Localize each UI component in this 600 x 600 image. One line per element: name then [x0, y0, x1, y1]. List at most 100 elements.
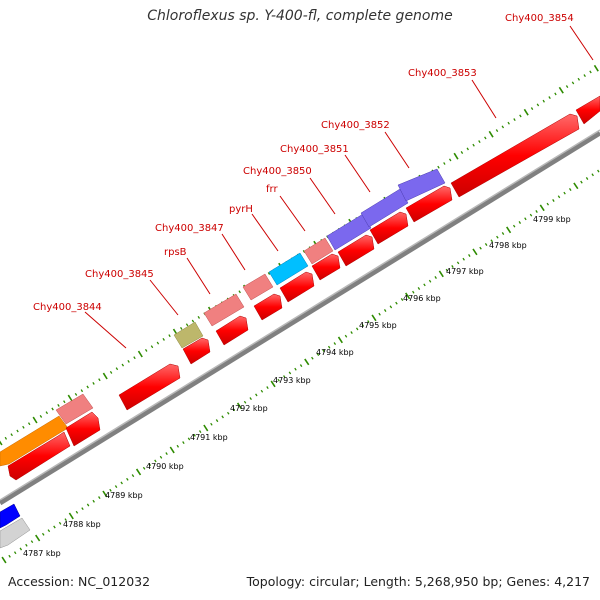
minor-tick — [232, 408, 236, 412]
minor-tick — [19, 547, 23, 551]
gene-red-3851[interactable] — [369, 211, 409, 245]
minor-tick — [583, 74, 586, 78]
gene-row-inner — [0, 95, 600, 549]
gene-label-3847[interactable]: Chy400_3847 — [155, 223, 224, 234]
gene-red-3847[interactable] — [253, 293, 283, 321]
gene-label-3845[interactable]: Chy400_3845 — [85, 269, 154, 280]
minor-tick — [395, 301, 398, 305]
minor-tick — [495, 129, 499, 133]
minor-tick — [333, 342, 337, 345]
kbp-labels: 4787 kbp 4788 kbp 4789 kbp 4790 kbp 4791… — [23, 215, 571, 558]
minor-tick — [13, 551, 17, 555]
minor-tick — [57, 403, 60, 407]
minor-tick — [165, 452, 168, 456]
gene-purple-3851[interactable] — [360, 188, 409, 228]
minor-tick — [221, 415, 224, 419]
gene-pink-frr[interactable] — [303, 237, 334, 265]
minor-tick — [156, 341, 160, 345]
minor-tick — [460, 151, 464, 154]
gene-blue[interactable] — [0, 503, 21, 529]
minor-tick — [47, 529, 51, 533]
minor-tick — [180, 326, 183, 330]
minor-tick — [277, 378, 280, 382]
gene-red-rpsb[interactable] — [215, 315, 249, 346]
gene-grey[interactable] — [0, 517, 31, 549]
kbp-label: 4794 kbp — [316, 348, 354, 357]
gene-red-3850[interactable] — [337, 234, 375, 267]
gene-red-3852[interactable] — [405, 185, 453, 223]
gene-purple-3850[interactable] — [326, 213, 372, 251]
minor-tick — [187, 437, 191, 441]
minor-tick — [267, 272, 271, 275]
gene-red-3844[interactable] — [118, 363, 181, 411]
minor-tick — [133, 356, 136, 360]
gene-red-b[interactable] — [65, 411, 101, 447]
minor-tick — [109, 488, 112, 492]
minor-tick — [577, 77, 581, 81]
gene-red-pyrh[interactable] — [279, 271, 315, 303]
kbp-label: 4789 kbp — [105, 491, 143, 500]
gene-purple-3852[interactable] — [397, 168, 446, 202]
gene-cyan-pyrh[interactable] — [268, 252, 309, 286]
gene-pink-rpsb[interactable] — [203, 293, 245, 327]
leader-pyrh — [251, 213, 279, 252]
gene-label-3851[interactable]: Chy400_3851 — [280, 144, 349, 155]
minor-tick — [451, 265, 454, 268]
major-tick — [270, 380, 276, 388]
minor-tick — [121, 363, 125, 367]
minor-tick — [243, 400, 247, 404]
major-tick — [371, 314, 377, 322]
gene-red-3853[interactable] — [450, 113, 580, 198]
gene-label-3844[interactable]: Chy400_3844 — [33, 302, 102, 313]
gene-orange[interactable] — [0, 415, 69, 467]
minor-tick — [25, 543, 28, 547]
major-tick — [236, 402, 243, 410]
minor-tick — [443, 162, 446, 165]
minor-tick — [484, 243, 488, 246]
minor-tick — [361, 323, 365, 327]
major-tick — [0, 440, 3, 446]
minor-tick — [542, 99, 545, 103]
minor-tick — [27, 422, 31, 426]
gene-red-a[interactable] — [7, 431, 71, 481]
kbp-label: 4792 kbp — [230, 404, 268, 413]
gene-label-rpsb[interactable]: rpsB — [164, 247, 187, 258]
minor-tick — [548, 96, 551, 100]
kbp-label: 4797 kbp — [446, 267, 484, 276]
major-tick — [32, 416, 38, 424]
gene-pink-left[interactable] — [55, 393, 94, 425]
gene-label-frr[interactable]: frr — [266, 184, 278, 195]
minor-tick — [154, 459, 157, 463]
minor-tick — [554, 92, 557, 96]
gene-olive[interactable] — [173, 321, 204, 349]
major-tick — [539, 204, 545, 212]
gene-labels: Chy400_3844 Chy400_3845 rpsB Chy400_3847… — [33, 13, 574, 313]
minor-tick — [557, 195, 561, 199]
gene-red-3854[interactable] — [575, 95, 600, 125]
gene-label-3852[interactable]: Chy400_3852 — [321, 120, 390, 131]
minor-tick — [193, 433, 196, 437]
minor-tick — [260, 389, 264, 393]
minor-tick — [198, 430, 202, 434]
minor-tick — [462, 257, 465, 261]
map-title: Chloroflexus sp. Y-400-fl, complete geno… — [147, 8, 453, 24]
gene-red-frr[interactable] — [311, 253, 341, 281]
minor-tick — [131, 474, 135, 478]
gene-label-3850[interactable]: Chy400_3850 — [243, 166, 312, 177]
gene-pink-3847[interactable] — [242, 273, 274, 301]
major-tick — [35, 534, 41, 542]
minor-tick — [16, 429, 19, 433]
gene-label-pyrh[interactable]: pyrH — [229, 204, 253, 215]
major-tick — [68, 512, 74, 520]
gene-label-3853[interactable]: Chy400_3853 — [408, 68, 477, 79]
major-tick — [438, 270, 444, 278]
minor-tick — [148, 463, 152, 467]
minor-tick — [109, 370, 113, 374]
kbp-label: 4795 kbp — [359, 321, 397, 330]
gene-red-3845[interactable] — [182, 337, 211, 365]
gene-label-3854[interactable]: Chy400_3854 — [505, 13, 574, 24]
minor-tick — [311, 356, 314, 360]
major-tick — [67, 394, 73, 402]
minor-tick — [536, 103, 540, 107]
